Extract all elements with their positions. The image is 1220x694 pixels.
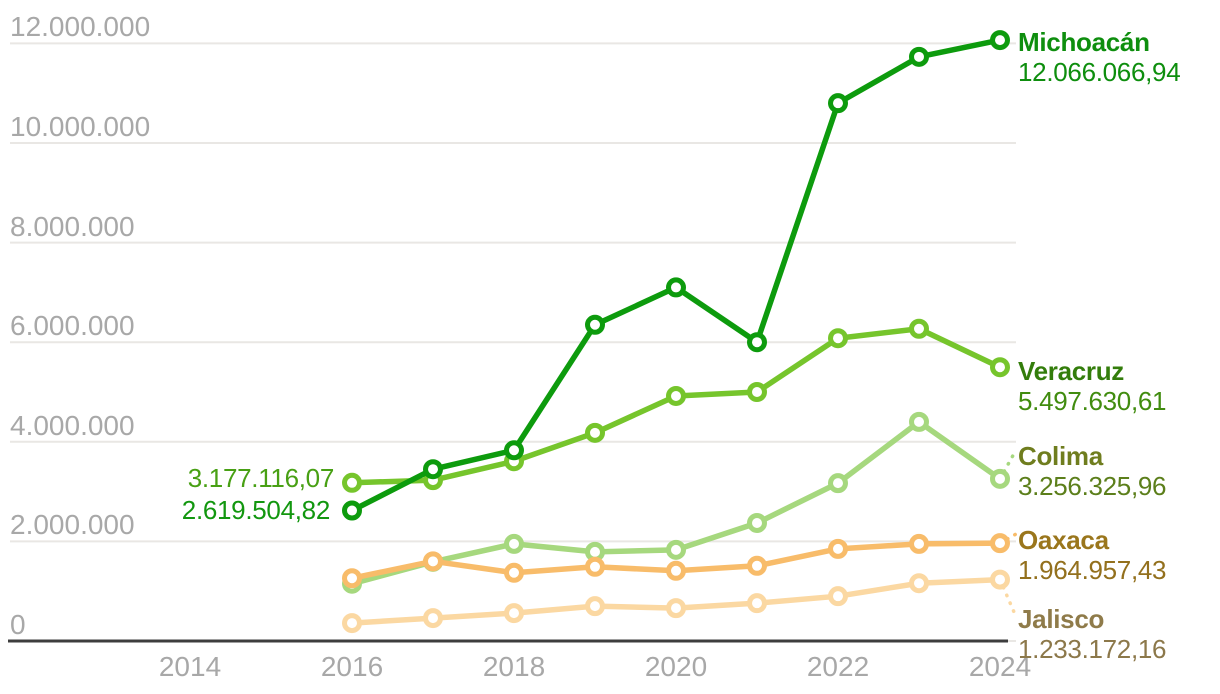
point-Oaxaca-2024[interactable] bbox=[990, 533, 1010, 554]
series-label-michoacan: Michoacán 12.066.066,94 bbox=[1018, 27, 1181, 87]
series-label-oaxaca: Oaxaca 1.964.957,43 bbox=[1018, 525, 1167, 585]
point-Veracruz-2020[interactable] bbox=[666, 385, 686, 406]
series-label-jalisco: Jalisco 1.233.172,16 bbox=[1018, 604, 1167, 664]
point-Jalisco-2021[interactable] bbox=[747, 593, 767, 614]
series-label-veracruz: Veracruz 5.497.630,61 bbox=[1018, 356, 1167, 416]
point-Michoacán-2022[interactable] bbox=[828, 93, 848, 114]
series-Oaxaca bbox=[342, 532, 1018, 589]
series-name: Veracruz bbox=[1018, 356, 1125, 386]
y-tick-4.000.000: 4.000.000 bbox=[10, 409, 135, 441]
point-Oaxaca-2019[interactable] bbox=[585, 556, 605, 577]
point-Jalisco-2020[interactable] bbox=[666, 598, 686, 619]
point-Michoacán-2023[interactable] bbox=[909, 46, 929, 67]
y-tick-8.000.000: 8.000.000 bbox=[10, 210, 135, 242]
point-Jalisco-2019[interactable] bbox=[585, 596, 605, 617]
series-label-colima: Colima 3.256.325,96 bbox=[1018, 441, 1167, 501]
point-Colima-2022[interactable] bbox=[828, 473, 848, 494]
point-Oaxaca-2017[interactable] bbox=[423, 551, 443, 572]
series-name: Colima bbox=[1018, 441, 1103, 471]
leader-line-Jalisco bbox=[998, 577, 1016, 614]
point-Oaxaca-2021[interactable] bbox=[747, 555, 767, 576]
series-name: Oaxaca bbox=[1018, 525, 1109, 555]
start-annotation-michoacan: 2.619.504,82 bbox=[181, 495, 331, 525]
point-Oaxaca-2018[interactable] bbox=[504, 562, 524, 583]
point-Colima-2020[interactable] bbox=[666, 539, 686, 560]
x-tick-2014: 2014 bbox=[158, 651, 222, 682]
line-Michoacán bbox=[349, 37, 1003, 514]
y-tick-0: 0 bbox=[10, 609, 26, 640]
point-Jalisco-2016[interactable] bbox=[342, 613, 362, 634]
series-value: 12.066.066,94 bbox=[1018, 57, 1181, 87]
series-value: 5.497.630,61 bbox=[1018, 386, 1167, 416]
point-Oaxaca-2022[interactable] bbox=[828, 538, 848, 559]
x-tick-2020: 2020 bbox=[644, 651, 708, 682]
y-tick-6.000.000: 6.000.000 bbox=[10, 310, 135, 342]
point-Colima-2023[interactable] bbox=[909, 411, 929, 432]
point-Jalisco-2023[interactable] bbox=[909, 573, 929, 594]
y-tick-12.000.000: 12.000.000 bbox=[10, 11, 151, 43]
x-tick-2018: 2018 bbox=[482, 651, 546, 682]
point-Jalisco-2022[interactable] bbox=[828, 586, 848, 607]
point-Veracruz-2021[interactable] bbox=[747, 382, 767, 402]
series-value: 3.256.325,96 bbox=[1018, 471, 1167, 501]
point-Michoacán-2024[interactable] bbox=[990, 30, 1010, 51]
point-Michoacán-2019[interactable] bbox=[585, 314, 605, 335]
x-tick-2016: 2016 bbox=[320, 651, 384, 682]
point-Veracruz-2023[interactable] bbox=[909, 318, 929, 339]
point-Jalisco-2017[interactable] bbox=[423, 608, 443, 629]
y-tick-2.000.000: 2.000.000 bbox=[10, 509, 135, 541]
point-Michoacán-2020[interactable] bbox=[666, 277, 686, 298]
point-Michoacán-2021[interactable] bbox=[747, 332, 767, 353]
point-Veracruz-2022[interactable] bbox=[828, 328, 848, 349]
x-tick-2022: 2022 bbox=[806, 651, 870, 682]
series-Jalisco bbox=[342, 569, 1016, 634]
series-value: 1.233.172,16 bbox=[1018, 634, 1167, 664]
leader-line-Colima bbox=[998, 448, 1018, 481]
point-Veracruz-2024[interactable] bbox=[990, 357, 1010, 378]
y-tick-10.000.000: 10.000.000 bbox=[10, 111, 151, 142]
point-Colima-2021[interactable] bbox=[747, 512, 767, 533]
x-tick-2024: 2024 bbox=[968, 651, 1032, 682]
point-Colima-2018[interactable] bbox=[504, 533, 524, 554]
point-Veracruz-2016[interactable] bbox=[342, 472, 362, 493]
point-Michoacán-2018[interactable] bbox=[504, 440, 524, 461]
point-Oaxaca-2023[interactable] bbox=[909, 533, 929, 554]
series-name: Michoacán bbox=[1018, 27, 1150, 57]
point-Michoacán-2017[interactable] bbox=[423, 459, 443, 480]
start-annotation-veracruz: 3.177.116,07 bbox=[187, 463, 335, 493]
point-Jalisco-2024[interactable] bbox=[990, 569, 1010, 590]
point-Oaxaca-2020[interactable] bbox=[666, 560, 686, 581]
point-Colima-2024[interactable] bbox=[990, 468, 1010, 489]
series-value: 1.964.957,43 bbox=[1018, 555, 1167, 585]
point-Jalisco-2018[interactable] bbox=[504, 603, 524, 624]
series-Michoacán bbox=[342, 30, 1010, 521]
point-Oaxaca-2016[interactable] bbox=[342, 568, 362, 589]
series-name: Jalisco bbox=[1018, 604, 1105, 634]
point-Veracruz-2019[interactable] bbox=[585, 422, 605, 443]
point-Michoacán-2016[interactable] bbox=[342, 500, 362, 521]
